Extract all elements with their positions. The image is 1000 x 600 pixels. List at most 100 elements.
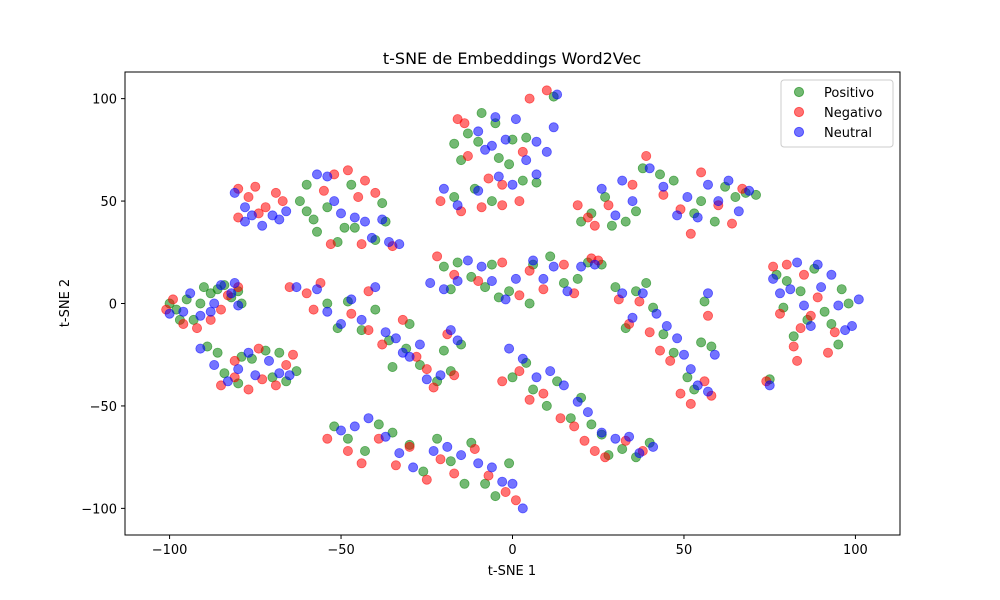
data-point [366, 232, 377, 243]
data-point [517, 353, 528, 364]
data-point [205, 306, 216, 317]
data-point [696, 337, 707, 348]
data-point [229, 355, 240, 366]
data-point [504, 286, 515, 297]
data-point [318, 185, 329, 196]
data-point [445, 325, 456, 336]
data-point [596, 183, 607, 194]
data-point [764, 380, 775, 391]
data-point [397, 314, 408, 325]
data-point [473, 136, 484, 147]
data-point [703, 310, 714, 321]
data-point [428, 382, 439, 393]
data-point [699, 296, 710, 307]
data-point [627, 179, 638, 190]
data-point [504, 343, 515, 354]
data-point [167, 294, 178, 305]
data-point [538, 273, 549, 284]
data-point [253, 343, 264, 354]
data-point [322, 171, 333, 182]
data-point [250, 370, 261, 381]
data-point [353, 191, 364, 202]
data-point [311, 226, 322, 237]
data-point [178, 318, 189, 329]
data-point [486, 259, 497, 270]
data-point [603, 200, 614, 211]
data-point [493, 152, 504, 163]
data-point [198, 282, 209, 293]
data-point [785, 284, 796, 295]
data-point [792, 355, 803, 366]
data-point [325, 239, 336, 250]
data-point [775, 308, 786, 319]
data-point [562, 286, 573, 297]
chart-title: t-SNE de Embeddings Word2Vec [383, 49, 641, 68]
data-point [462, 255, 473, 266]
data-point [195, 310, 206, 321]
data-point [528, 384, 539, 395]
data-point [452, 275, 463, 286]
data-point [270, 187, 281, 198]
data-point [349, 222, 360, 233]
data-point [524, 394, 535, 405]
data-point [651, 308, 662, 319]
data-point [291, 282, 302, 293]
data-point [517, 503, 528, 514]
data-point [545, 366, 556, 377]
data-point [812, 259, 823, 270]
data-point [311, 284, 322, 295]
data-point [452, 257, 463, 268]
data-point [538, 388, 549, 399]
x-tick-label: 100 [843, 543, 868, 558]
data-point [617, 443, 628, 454]
data-point [370, 304, 381, 315]
data-point [373, 419, 384, 430]
data-point [380, 327, 391, 338]
data-point [209, 359, 220, 370]
data-point [617, 175, 628, 186]
data-point [335, 318, 346, 329]
data-point [178, 306, 189, 317]
data-point [531, 136, 542, 147]
data-point [548, 122, 559, 133]
data-point [541, 146, 552, 157]
data-point [510, 495, 521, 506]
data-point [589, 220, 600, 231]
data-point [703, 386, 714, 397]
data-point [387, 361, 398, 372]
data-point [226, 288, 237, 299]
data-point [486, 196, 497, 207]
data-point [233, 300, 244, 311]
data-point [435, 454, 446, 465]
data-point [545, 251, 556, 262]
data-point [445, 456, 456, 467]
data-point [644, 163, 655, 174]
data-point [195, 343, 206, 354]
data-point [833, 339, 844, 350]
data-point [246, 210, 257, 221]
data-point [528, 255, 539, 266]
data-point [558, 259, 569, 270]
legend-items: Positivo Negativo Neutral [793, 86, 882, 141]
data-point [692, 380, 703, 391]
data-point [418, 466, 429, 477]
data-point [421, 374, 432, 385]
data-point [370, 187, 381, 198]
data-point [380, 431, 391, 442]
y-tick-label: 100 [92, 93, 117, 108]
data-point [404, 441, 415, 452]
data-point [668, 175, 679, 186]
legend-marker [793, 106, 805, 118]
data-point [311, 169, 322, 180]
data-point [404, 351, 415, 362]
data-point [250, 181, 261, 192]
data-point [679, 349, 690, 360]
data-point [390, 333, 401, 344]
data-point [359, 445, 370, 456]
data-point [449, 138, 460, 149]
data-point [342, 445, 353, 456]
data-point [449, 370, 460, 381]
data-point [610, 433, 621, 444]
data-point [531, 372, 542, 383]
data-point [836, 284, 847, 295]
